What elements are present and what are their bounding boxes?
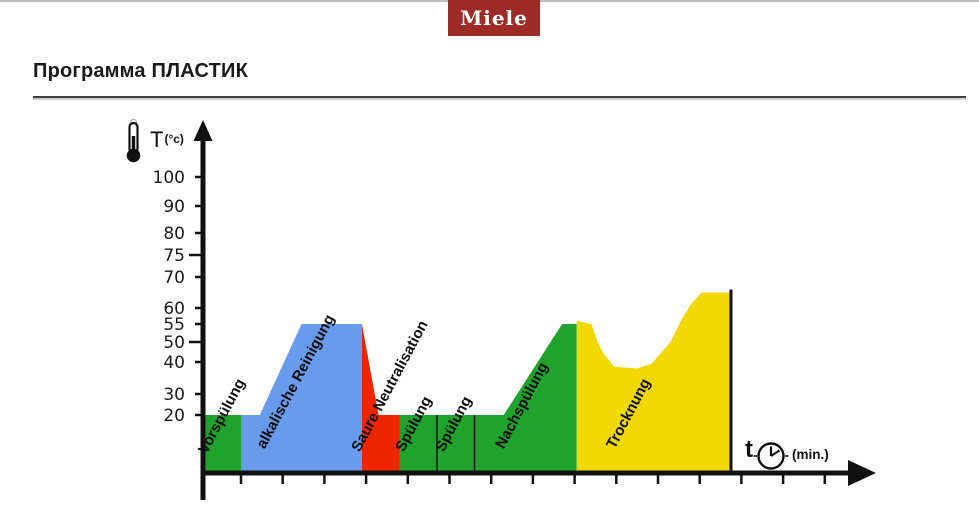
y-tick-label-30: 30 [163,385,185,405]
phase-area-2 [241,324,362,473]
up-arrow-icon [193,120,213,141]
title-divider [33,96,966,98]
x-axis-title: t [745,436,753,464]
right-arrow-icon [848,460,876,486]
brand-logo: Miele [448,0,540,36]
y-tick-label-90: 90 [163,197,185,217]
x-axis-letter: t [745,436,753,463]
y-tick-label-80: 80 [163,224,185,244]
phase-area-7 [576,292,731,473]
y-tick-label-60: 60 [163,299,185,319]
y-axis-unit: (°c) [164,132,184,146]
y-tick-label-70: 70 [163,268,185,288]
y-tick-label-75: 75 [163,246,185,266]
phase-area-6 [474,324,577,473]
y-axis-letter: T [150,127,164,152]
brand-name: Miele [460,6,528,30]
y-tick-label-55: 55 [163,315,185,335]
phase-area-3 [361,324,400,473]
phase-area-4 [399,415,437,473]
y-tick-label-50: 50 [163,333,185,353]
y-tick-label-40: 40 [163,353,185,373]
y-tick-label-20: 20 [163,406,185,426]
thermometer-icon [126,118,141,163]
clock-icon [753,442,789,473]
page-title: Программа ПЛАСТИК [33,60,248,82]
y-tick-label-100: 100 [153,168,185,188]
phase-area-5 [437,415,475,473]
phase-area-1 [203,415,241,473]
y-axis-title: T(°c) [150,127,184,153]
x-axis-unit: (min.) [792,447,829,462]
